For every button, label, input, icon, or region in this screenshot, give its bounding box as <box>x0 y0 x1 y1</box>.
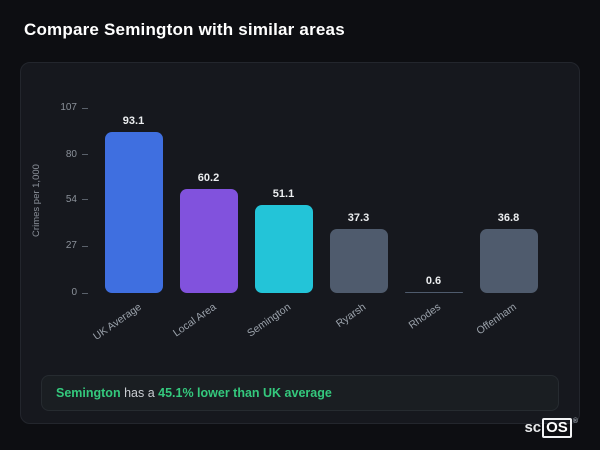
y-tick-mark <box>82 199 88 201</box>
bar-value-label: 37.3 <box>347 211 370 224</box>
note-middle: has a <box>120 386 159 400</box>
bar-uk-average <box>104 132 163 293</box>
y-tick-label: 80 <box>65 148 77 160</box>
bar-value-label: 0.6 <box>425 274 442 287</box>
x-axis-label: Rhodes <box>406 301 444 332</box>
bar-value-label: 36.8 <box>497 212 520 225</box>
y-axis-ticks: 107 80 54 27 0 <box>60 102 546 298</box>
x-axis-label: Ryarsh <box>334 301 369 330</box>
note-box: Semington has a 45.1% lower than UK aver… <box>41 375 559 411</box>
brand-logo: sc OS ® <box>524 418 578 438</box>
bar-semington <box>254 204 313 293</box>
x-axis-label-cell: Offenham <box>471 293 546 355</box>
bar-column: 36.8 <box>471 108 546 293</box>
x-axis-label-cell: Rhodes <box>396 293 471 355</box>
y-tick-label: 54 <box>65 193 77 205</box>
bar-column: 0.6 <box>396 108 471 293</box>
y-tick-label: 27 <box>65 240 77 252</box>
bar-ryarsh <box>329 228 388 293</box>
page-title: Compare Semington with similar areas <box>24 20 345 39</box>
chart-card: Crimes per 1,000 107 80 54 27 0 93.1 60.2 51.1… <box>20 62 580 424</box>
bar-local-area <box>179 188 238 293</box>
y-tick: 0 <box>36 287 88 299</box>
y-tick: 54 <box>36 194 88 206</box>
brand-left: sc <box>524 419 542 436</box>
bar-column: 37.3 <box>321 108 396 293</box>
y-tick-label: 0 <box>71 287 77 298</box>
note-subject: Semington <box>56 386 121 400</box>
y-tick: 107 <box>36 102 88 114</box>
y-tick: 80 <box>36 149 88 161</box>
y-tick: 27 <box>36 240 88 252</box>
x-axis-label-cell: Local Area <box>171 293 246 355</box>
y-tick-mark <box>82 245 88 247</box>
bar-column: 60.2 <box>171 108 246 293</box>
x-axis-label: Offenham <box>473 301 519 338</box>
x-axis-label-cell: Ryarsh <box>321 293 396 355</box>
x-axis-label: UK Average <box>90 301 144 343</box>
bar-value-label: 51.1 <box>272 187 295 200</box>
x-axis-label-cell: Semington <box>245 293 321 355</box>
bar-column: 93.1 <box>96 108 171 293</box>
x-axis-label: Semington <box>245 301 294 340</box>
brand-right: OS <box>542 418 572 438</box>
bar-value-label: 93.1 <box>122 115 145 128</box>
x-axis-labels: UK Average Local Area Semington Ryarsh Rhode… <box>91 293 546 355</box>
y-tick-mark <box>82 154 88 156</box>
bars-container: 93.1 60.2 51.1 37.3 0.6 36.8 <box>96 108 546 293</box>
y-tick-mark <box>82 107 88 109</box>
note-highlight: 45.1% lower than UK average <box>158 386 332 400</box>
y-tick-label: 107 <box>60 102 77 113</box>
x-axis-label-cell: UK Average <box>91 293 171 355</box>
y-tick-mark <box>82 292 88 294</box>
bar-column: 51.1 <box>246 108 321 293</box>
bar-value-label: 60.2 <box>197 171 220 184</box>
x-axis-label: Local Area <box>170 301 219 340</box>
plot-area: 107 80 54 27 0 93.1 60.2 51.1 37.3 0.6 36.8 <box>60 102 546 298</box>
bar-offenham <box>479 229 538 293</box>
bar-rhodes <box>404 291 463 293</box>
registered-mark: ® <box>572 418 578 425</box>
